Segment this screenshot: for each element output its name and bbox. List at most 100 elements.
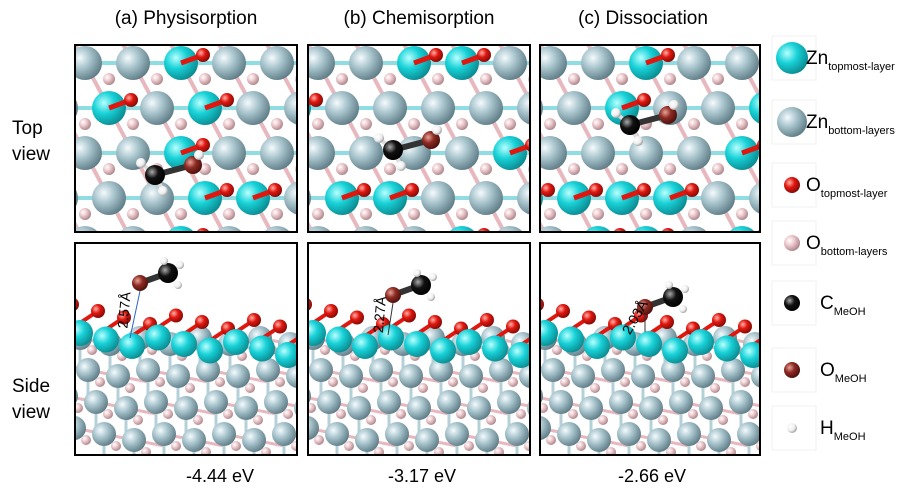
atom (384, 73, 396, 85)
atom (91, 304, 105, 318)
atom (298, 371, 308, 381)
atom (486, 415, 496, 425)
atom (846, 447, 856, 457)
atom (616, 73, 628, 85)
atom (312, 28, 324, 40)
bond (718, 10, 740, 18)
atom (568, 163, 580, 175)
atom (749, 1, 783, 35)
atom (549, 390, 573, 414)
atom (175, 208, 187, 220)
atom (171, 441, 181, 451)
atom (314, 435, 324, 445)
bond (815, 344, 845, 350)
atom (264, 390, 288, 414)
atom (367, 28, 379, 40)
atom (132, 275, 148, 291)
atom (366, 415, 376, 425)
atom (456, 329, 482, 355)
atom (260, 136, 294, 170)
legend-subscript: bottom-layers (828, 125, 895, 137)
atom (247, 73, 259, 85)
atom (357, 183, 371, 197)
atom (620, 377, 630, 387)
atom (480, 313, 494, 327)
atom (456, 28, 468, 40)
atom (223, 208, 235, 220)
atom (55, 163, 67, 175)
atom (712, 313, 726, 327)
column-title: (a) Physisorption (115, 8, 258, 29)
atom (504, 208, 516, 220)
atom (544, 208, 556, 220)
atom (301, 46, 335, 80)
atom (480, 73, 492, 85)
atom (516, 409, 526, 419)
atom (369, 358, 393, 382)
atom (448, 377, 458, 387)
atom (360, 28, 372, 40)
bond (519, 305, 537, 317)
atom (432, 253, 444, 265)
atom (174, 396, 198, 420)
atom (421, 91, 455, 125)
atom (636, 441, 646, 451)
atom (677, 46, 711, 80)
atom (127, 118, 139, 130)
atom (38, 320, 62, 344)
atom (760, 163, 772, 175)
bond (366, 243, 390, 288)
atom (650, 383, 660, 393)
atom (193, 415, 203, 425)
column-title: (c) Dissociation (578, 8, 708, 29)
atom (103, 163, 115, 175)
atom (106, 364, 130, 388)
atom (68, 46, 102, 80)
atom (764, 326, 778, 340)
atom (738, 320, 752, 334)
atom (174, 281, 182, 289)
atom (469, 181, 503, 215)
bond (598, 243, 622, 288)
atom (432, 73, 444, 85)
legend-label: Obottom-layers (806, 233, 888, 258)
atom (344, 441, 354, 451)
bond (294, 10, 316, 18)
atom (136, 158, 146, 168)
atom (57, 339, 67, 349)
bond (785, 338, 815, 344)
atom (530, 298, 544, 312)
bond (181, 235, 203, 243)
atom (787, 423, 797, 433)
atom (247, 313, 261, 327)
atom (253, 415, 263, 425)
atom (336, 73, 348, 85)
atom (103, 253, 115, 265)
atom (797, 1, 831, 35)
legend-symbol: O (806, 175, 821, 196)
atom (497, 390, 521, 414)
bond (85, 243, 109, 288)
atom (404, 441, 414, 451)
atom (701, 91, 735, 125)
atom (688, 118, 700, 130)
bond (502, 235, 524, 243)
atom (609, 390, 633, 414)
atom (215, 377, 225, 387)
row-label: view (12, 402, 50, 423)
atom (408, 28, 420, 40)
atom (663, 287, 683, 307)
legend-label: HMeOH (820, 418, 866, 443)
atom (127, 28, 139, 40)
atom (640, 28, 652, 40)
bond (462, 243, 486, 288)
atom (196, 228, 210, 242)
atom (350, 311, 364, 325)
atom (196, 138, 210, 152)
atom (383, 140, 403, 160)
atom (568, 73, 580, 85)
atom (432, 125, 442, 135)
atom (546, 435, 556, 445)
atom (336, 253, 348, 265)
atom (688, 409, 698, 419)
